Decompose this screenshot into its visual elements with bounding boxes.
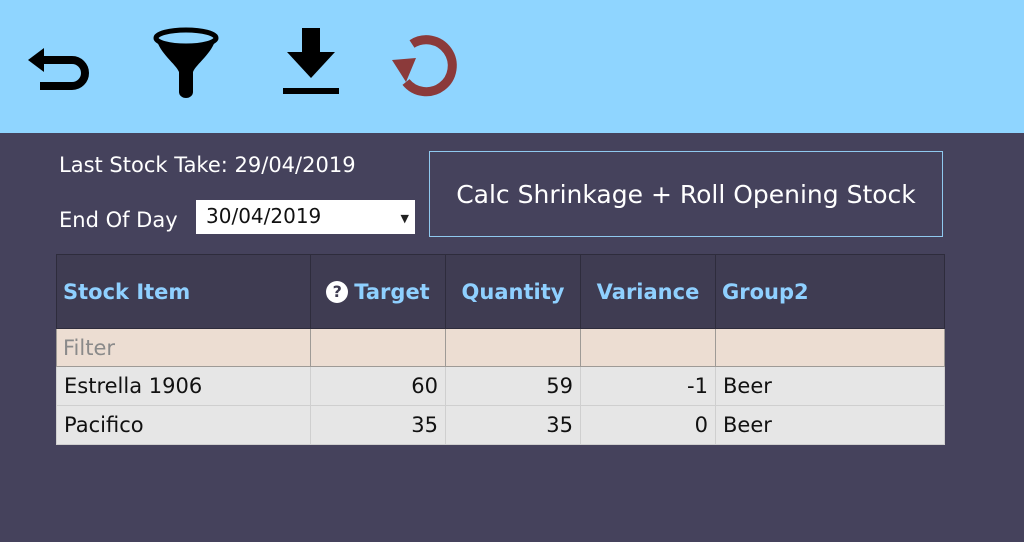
stock-table: Stock Item ? Target Quantity Variance Gro…	[56, 254, 945, 445]
cell-group2: Beer	[715, 405, 945, 445]
filter-cell-variance[interactable]	[580, 328, 716, 367]
cell-stock-item: Pacifico	[56, 405, 311, 445]
help-icon[interactable]: ?	[326, 280, 349, 303]
cell-quantity: 59	[445, 366, 581, 406]
cell-stock-item: Estrella 1906	[56, 366, 311, 406]
filter-cell-group2[interactable]	[715, 328, 945, 367]
cell-variance: -1	[580, 366, 716, 406]
toolbar	[0, 0, 1024, 133]
cell-variance: 0	[580, 405, 716, 445]
back-arrow-icon[interactable]	[22, 24, 102, 104]
column-header-stock-item[interactable]: Stock Item	[56, 254, 311, 329]
calc-shrinkage-button[interactable]: Calc Shrinkage + Roll Opening Stock	[429, 151, 943, 237]
cell-target: 60	[310, 366, 446, 406]
table-row[interactable]: Pacifico 35 35 0 Beer	[56, 405, 945, 445]
end-of-day-select[interactable]: 30/04/2019 ▼	[196, 200, 415, 234]
last-stock-take-text: Last Stock Take: 29/04/2019	[59, 153, 356, 177]
filter-input[interactable]	[63, 335, 304, 360]
column-header-variance[interactable]: Variance	[580, 254, 716, 329]
filter-cell-quantity[interactable]	[445, 328, 581, 367]
reset-icon[interactable]	[388, 24, 468, 104]
filter-cell-stock-item[interactable]	[56, 328, 311, 367]
column-header-quantity[interactable]: Quantity	[445, 254, 581, 329]
funnel-filter-icon[interactable]	[146, 24, 226, 104]
column-header-group2[interactable]: Group2	[715, 254, 945, 329]
cell-group2: Beer	[715, 366, 945, 406]
cell-quantity: 35	[445, 405, 581, 445]
download-icon[interactable]	[271, 24, 351, 104]
column-header-target[interactable]: ? Target	[310, 254, 446, 329]
cell-target: 35	[310, 405, 446, 445]
table-row[interactable]: Estrella 1906 60 59 -1 Beer	[56, 366, 945, 406]
end-of-day-value: 30/04/2019	[206, 204, 322, 228]
header-row: Stock Item ? Target Quantity Variance Gro…	[56, 254, 945, 329]
end-of-day-label: End Of Day	[59, 208, 178, 232]
dropdown-arrow-icon: ▼	[400, 212, 409, 225]
filter-row	[56, 328, 945, 367]
filter-cell-target[interactable]	[310, 328, 446, 367]
